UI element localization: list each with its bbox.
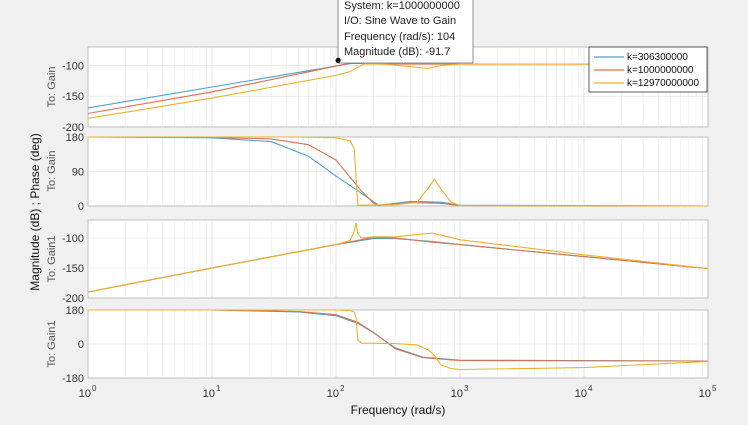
x-tick-label: 10 0 [79, 384, 97, 400]
x-tick-base: 10 [79, 388, 91, 400]
y-tick-label: -200 [62, 122, 84, 134]
y-tick-label: -150 [62, 91, 84, 103]
series-layer [87, 62, 709, 371]
series-line-0[interactable] [87, 136, 709, 207]
y-tick-label: -150 [62, 263, 84, 275]
x-tick-label: 10 1 [203, 384, 221, 400]
series-line-2[interactable] [87, 63, 708, 119]
row-label-1: To: Gain [46, 151, 58, 192]
x-tick-label: 10 4 [575, 384, 593, 400]
datatip-box [337, 0, 474, 64]
tick-layer: -100-150-200180900-100-150-2001800-18010… [62, 60, 717, 400]
y-tick-label: -100 [62, 60, 84, 72]
x-tick-base: 10 [699, 388, 711, 400]
y-tick-label: 180 [66, 132, 84, 144]
x-tick-exp: 5 [712, 384, 717, 393]
series-line-1[interactable] [88, 309, 709, 362]
x-tick-exp: 2 [340, 384, 345, 393]
x-tick-base: 10 [203, 388, 215, 400]
y-tick-label: 180 [66, 305, 84, 317]
legend[interactable]: k=306300000 k=1000000000 k=12970000000 [588, 46, 708, 93]
y-tick-label: 90 [72, 167, 84, 179]
x-tick-exp: 4 [588, 384, 593, 393]
datatip-marker[interactable] [335, 57, 341, 63]
x-tick-label: 10 2 [327, 384, 345, 400]
x-tick-exp: 0 [92, 384, 97, 393]
datatip-line-2: Frequency (rad/s): 104 [344, 31, 455, 43]
series-line-2[interactable] [88, 309, 709, 371]
x-tick-exp: 1 [216, 384, 221, 393]
datatip-line-1: I/O: Sine Wave to Gain [344, 15, 456, 27]
y-tick-label: 0 [78, 201, 84, 213]
series-line-1[interactable] [87, 136, 709, 207]
x-axis-label: Frequency (rad/s) [351, 403, 446, 417]
row-label-2: To: Gain1 [46, 235, 58, 282]
y-tick-label: 0 [78, 339, 84, 351]
row-label-3: To: Gain1 [46, 320, 58, 367]
y-tick-label: -100 [62, 233, 84, 245]
datatip-line-3: Magnitude (dB): -91.7 [344, 46, 450, 58]
x-tick-label: 10 5 [699, 384, 717, 400]
x-tick-base: 10 [575, 388, 587, 400]
x-tick-base: 10 [327, 388, 339, 400]
y-tick-label: -200 [62, 293, 84, 305]
x-tick-exp: 3 [464, 384, 469, 393]
datatip-line-0: System: k=1000000000 [344, 0, 460, 12]
legend-entry-0: k=306300000 [627, 52, 688, 63]
x-tick-base: 10 [451, 388, 463, 400]
panel-2-bg[interactable] [87, 219, 709, 299]
series-line-2[interactable] [87, 222, 709, 293]
y-axis-label: Magnitude (dB) ; Phase (deg) [28, 133, 42, 290]
x-tick-label: 10 3 [451, 384, 469, 400]
legend-entry-1: k=1000000000 [627, 65, 694, 76]
series-line-2[interactable] [88, 136, 709, 207]
y-tick-label: -180 [62, 373, 84, 385]
legend-entry-2: k=12970000000 [627, 78, 699, 89]
row-label-0: To: Gain [46, 67, 58, 108]
datatip[interactable]: System: k=1000000000 I/O: Sine Wave to G… [335, 0, 474, 64]
